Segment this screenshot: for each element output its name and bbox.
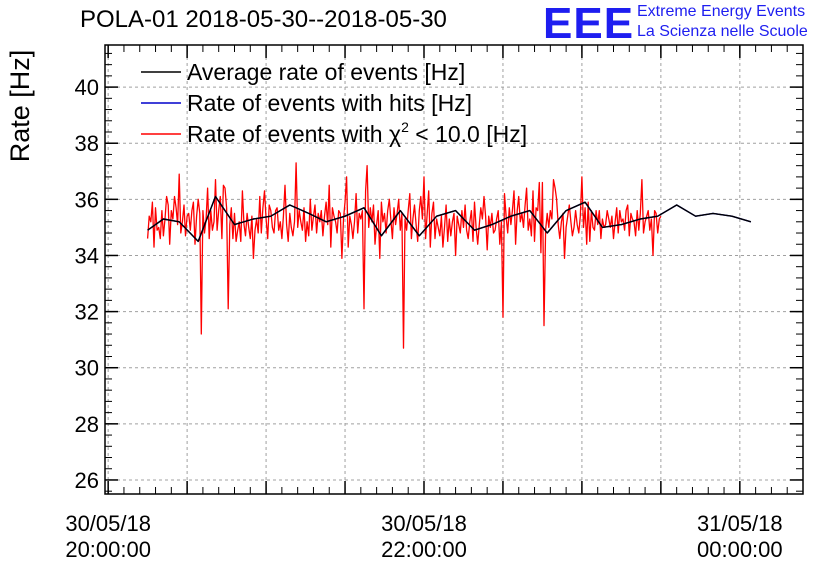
legend-chi2-symbol: χ xyxy=(389,121,401,147)
legend-label-chi2: Rate of events with χ2 < 10.0 [Hz] xyxy=(187,119,527,147)
y-tick-labels: 26 28 30 32 34 36 38 40 xyxy=(75,75,99,493)
y-axis-label: Rate [Hz] xyxy=(5,50,35,163)
legend-chi2-prefix: Rate of events with xyxy=(187,121,389,147)
y-tick-label: 40 xyxy=(75,75,99,100)
y-tick-label: 36 xyxy=(75,187,99,212)
x-tick-labels: 30/05/1820:00:0030/05/1822:00:0031/05/18… xyxy=(65,511,782,562)
x-tick-label-date: 30/05/18 xyxy=(381,511,467,536)
x-tick-label-date: 31/05/18 xyxy=(697,511,783,536)
legend-chi2-suffix: < 10.0 [Hz] xyxy=(409,121,527,147)
x-tick-label-date: 30/05/18 xyxy=(65,511,151,536)
logo-line-1: Extreme Energy Events xyxy=(637,3,806,20)
series-average-rate xyxy=(147,195,752,243)
grid-lines xyxy=(105,45,803,494)
chart-title: POLA-01 2018-05-30--2018-05-30 xyxy=(80,6,447,33)
legend: Average rate of events [Hz] Rate of even… xyxy=(141,59,527,147)
x-tick-label-time: 22:00:00 xyxy=(381,537,467,562)
legend-chi2-sup: 2 xyxy=(401,119,409,135)
x-tick-label-time: 00:00:00 xyxy=(697,537,783,562)
series-chi2-rate xyxy=(146,162,662,349)
legend-label-average: Average rate of events [Hz] xyxy=(187,59,465,85)
axis-ticks xyxy=(105,45,803,494)
series-layer xyxy=(146,162,752,349)
y-tick-label: 32 xyxy=(75,300,99,325)
y-tick-label: 34 xyxy=(75,243,99,268)
eee-logo: EEE xyxy=(543,0,635,48)
y-tick-label: 28 xyxy=(75,412,99,437)
logo-line-2: La Scienza nelle Scuole xyxy=(637,23,808,40)
y-tick-label: 26 xyxy=(75,468,99,493)
plot-frame xyxy=(104,44,804,495)
y-tick-label: 38 xyxy=(75,131,99,156)
y-tick-label: 30 xyxy=(75,356,99,381)
legend-label-hits: Rate of events with hits [Hz] xyxy=(187,90,472,116)
x-tick-label-time: 20:00:00 xyxy=(65,537,151,562)
